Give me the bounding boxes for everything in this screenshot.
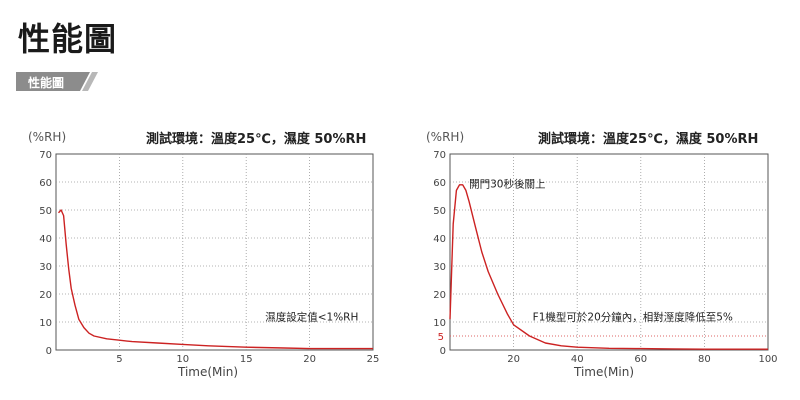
y-tick-label: 10 [39,318,52,329]
chart-annotation: F1機型可於20分鐘內，相對溼度降低至5% [533,311,733,324]
y-tick-label: 0 [46,346,52,357]
chart-title: 測試環境：溫度25℃，濕度 50%RH [538,132,759,147]
chart-title: 測試環境：溫度25℃，濕度 50%RH [146,132,367,147]
section-tab-label: 性能圖 [28,76,65,90]
x-tick-label: 100 [758,354,777,365]
series-line [449,184,768,350]
y-tick-label: 0 [440,346,446,357]
y-unit-label: (%RH) [28,130,67,144]
chart-annotation: 濕度設定值<1%RH [265,311,358,324]
x-tick-label: 15 [240,354,253,365]
y-tick-label: 60 [433,178,446,189]
series-line [57,209,373,350]
chart-right-plot: 0 10 20 30 40 50 60 70 20 40 60 80 100 5 開門30秒後關上 F1機型可… [433,150,777,365]
section-tab: 性能圖 [16,72,98,91]
x-tick-label: 20 [303,354,316,365]
plot-frame [449,153,769,351]
section-tab-shape [16,72,98,91]
y-tick-label: 50 [39,206,52,217]
y-unit-label: (%RH) [426,130,465,144]
x-tick-label: 80 [698,354,711,365]
plot-frame [55,153,374,351]
y-tick-label: 30 [433,262,446,273]
x-axis-label: Time(Min) [574,365,635,379]
x-tick-label: 25 [367,354,380,365]
x-tick-label: 60 [634,354,647,365]
chart-annotation: 開門30秒後關上 [469,178,545,191]
x-tick-label: 20 [507,354,520,365]
y-tick-label: 70 [433,150,446,161]
chart-right: (%RH) 測試環境：溫度25℃，濕度 50%RH 0 10 20 30 40 50 60 7… [404,126,784,396]
y-tick-label: 20 [433,290,446,301]
y-tick-label: 20 [39,290,52,301]
y-tick-label: 10 [433,318,446,329]
y-tick-label: 70 [39,150,52,161]
y-tick-label: 40 [39,234,52,245]
page-title: 性能圖 [18,20,118,58]
x-tick-label: 5 [116,354,122,365]
y-tick-label: 60 [39,178,52,189]
chart-left-plot: 0 10 20 30 40 50 60 70 5 10 15 20 25 濕度設定值<1%RH [39,150,380,365]
chart-left: (%RH) 測試環境：溫度25℃，濕度 50%RH 0 10 20 30 40 50 60 7… [0,126,380,396]
y-tick-label: 30 [39,262,52,273]
threshold-tick-label: 5 [438,332,444,343]
y-tick-label: 50 [433,206,446,217]
x-tick-label: 10 [176,354,189,365]
y-tick-label: 40 [433,234,446,245]
x-axis-label: Time(Min) [178,365,239,379]
x-tick-label: 40 [571,354,584,365]
